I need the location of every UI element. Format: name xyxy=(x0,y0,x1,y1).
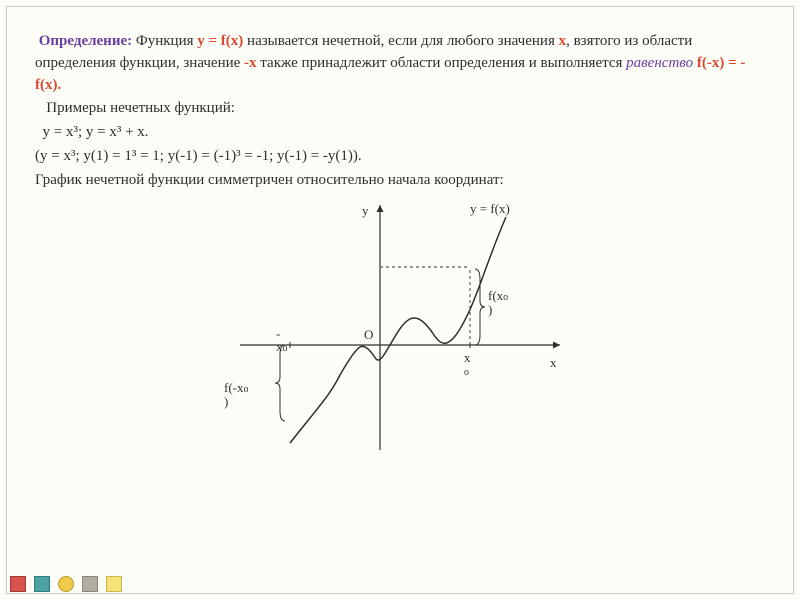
label-origin: O xyxy=(364,327,373,343)
definition-paragraph: Определение: Функция y = f(x) называется… xyxy=(35,31,765,96)
def-t1: Функция xyxy=(132,33,197,49)
graph-svg xyxy=(220,195,580,455)
shape-square-yellow-icon xyxy=(106,576,122,592)
brace-fx0 xyxy=(475,269,485,345)
shape-square-grey-icon xyxy=(82,576,98,592)
label-yfx: y = f(x) xyxy=(470,201,510,217)
text-content: Определение: Функция y = f(x) называется… xyxy=(35,31,765,191)
footer-shapes xyxy=(10,576,122,592)
examples-calc: (y = x³; y(1) = 1³ = 1; y(-1) = (-1)³ = … xyxy=(35,146,765,168)
def-t4: также принадлежит области определения и … xyxy=(257,55,627,71)
def-f1: y = f(x) xyxy=(197,33,243,49)
def-eq-word: равенство xyxy=(626,55,693,71)
label-fx0: f(xо) xyxy=(488,289,508,316)
shape-square-teal-icon xyxy=(34,576,50,592)
label-y: y xyxy=(362,203,369,219)
def-f2: x xyxy=(559,33,567,49)
slide-frame: Определение: Функция y = f(x) называется… xyxy=(6,6,794,594)
examples-line: y = x³; y = x³ + x. xyxy=(35,122,765,144)
shape-circle-yellow-icon xyxy=(58,576,74,592)
graph-area: y x O y = f(x) xо -xо f(xо) f(-xо) xyxy=(220,195,580,455)
label-x: x xyxy=(550,355,557,371)
def-f3: -x xyxy=(244,55,257,71)
def-t2: называется нечетной, если для любого зна… xyxy=(243,33,558,49)
shape-square-red-icon xyxy=(10,576,26,592)
def-label: Определение: xyxy=(39,33,132,49)
brace-neg-fx0 xyxy=(275,345,285,421)
label-neg-fx0: f(-xо) xyxy=(224,381,249,408)
graph-note: График нечетной функции симметричен отно… xyxy=(35,170,765,192)
label-x0: xо xyxy=(464,351,471,378)
examples-title: Примеры нечетных функций: xyxy=(35,98,765,120)
label-neg-x0: -xо xyxy=(276,327,288,354)
odd-function-curve xyxy=(290,217,506,443)
